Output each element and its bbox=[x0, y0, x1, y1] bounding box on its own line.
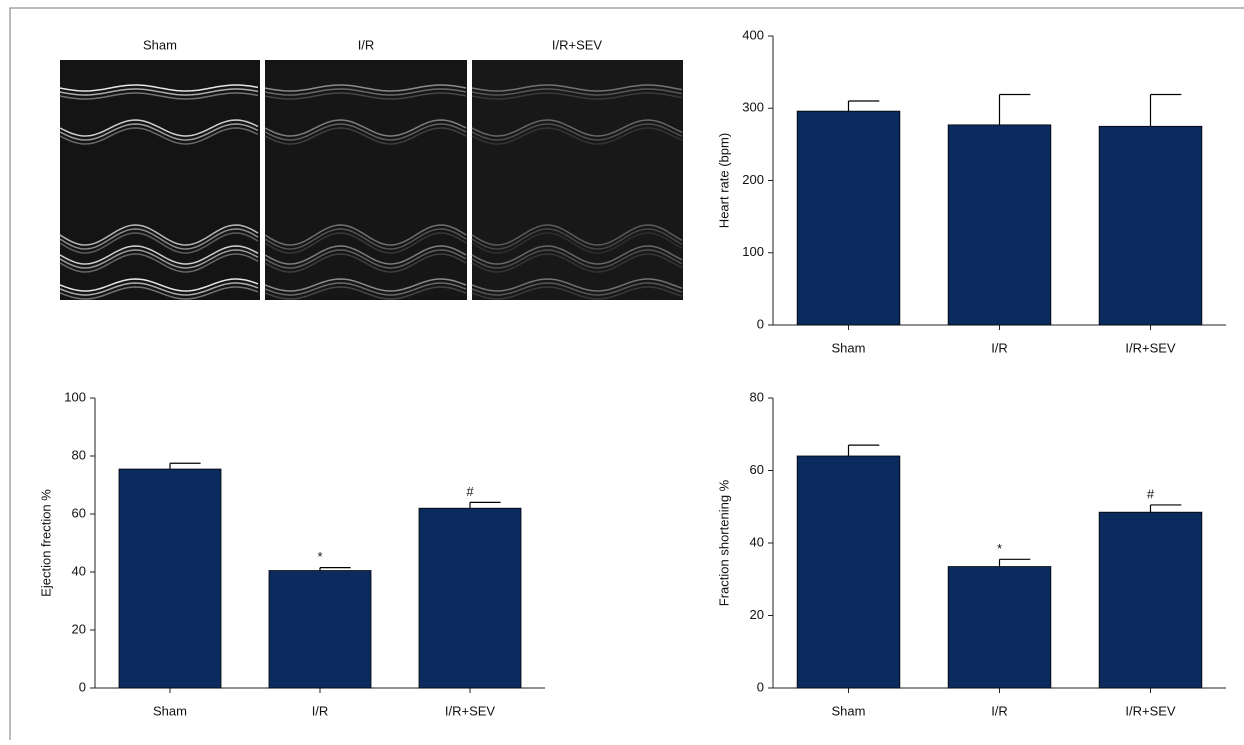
y-tick-label: 0 bbox=[757, 316, 764, 331]
y-tick-label: 20 bbox=[72, 621, 86, 636]
y-axis-title: Fraction shortening % bbox=[716, 479, 731, 606]
bar bbox=[419, 508, 521, 688]
y-tick-label: 60 bbox=[72, 505, 86, 520]
y-tick-label: 300 bbox=[742, 100, 764, 115]
y-tick-label: 20 bbox=[750, 607, 764, 622]
echo-image bbox=[472, 60, 683, 300]
x-tick-label: I/R+SEV bbox=[1125, 340, 1176, 355]
bar bbox=[269, 571, 371, 688]
x-tick-label: I/R bbox=[991, 703, 1008, 718]
y-tick-label: 80 bbox=[72, 447, 86, 462]
image-label: I/R+SEV bbox=[552, 37, 603, 52]
x-tick-label: I/R+SEV bbox=[1125, 703, 1176, 718]
annotation: # bbox=[466, 484, 474, 499]
x-tick-label: I/R bbox=[991, 340, 1008, 355]
bar bbox=[1099, 126, 1202, 325]
x-tick-label: Sham bbox=[153, 703, 187, 718]
x-tick-label: Sham bbox=[832, 703, 866, 718]
x-tick-label: I/R bbox=[312, 703, 329, 718]
error-bar bbox=[1151, 95, 1182, 127]
annotation: * bbox=[317, 549, 322, 564]
y-tick-label: 200 bbox=[742, 172, 764, 187]
annotation: * bbox=[997, 541, 1002, 556]
y-tick-label: 40 bbox=[750, 534, 764, 549]
bar bbox=[948, 125, 1051, 325]
echo-images: Sham I/R I/R+SEV bbox=[60, 37, 683, 300]
y-tick-label: 0 bbox=[757, 679, 764, 694]
y-tick-label: 40 bbox=[72, 563, 86, 578]
bar bbox=[1099, 512, 1202, 688]
error-bar bbox=[170, 463, 201, 469]
y-tick-label: 100 bbox=[64, 389, 86, 404]
y-axis-title: Ejection frection % bbox=[38, 489, 53, 597]
y-tick-label: 0 bbox=[79, 679, 86, 694]
error-bar bbox=[1000, 559, 1031, 566]
bar bbox=[797, 456, 900, 688]
y-tick-label: 400 bbox=[742, 27, 764, 42]
error-bar bbox=[849, 445, 880, 456]
annotation: # bbox=[1147, 486, 1155, 501]
y-tick-label: 80 bbox=[750, 389, 764, 404]
image-label: Sham bbox=[143, 37, 177, 52]
y-axis-title: Heart rate (bpm) bbox=[716, 133, 731, 228]
x-tick-label: Sham bbox=[832, 340, 866, 355]
error-bar bbox=[849, 101, 880, 111]
y-tick-label: 60 bbox=[750, 462, 764, 477]
bar bbox=[119, 469, 221, 688]
error-bar bbox=[1000, 95, 1031, 125]
bar bbox=[948, 567, 1051, 688]
error-bar bbox=[1151, 505, 1182, 512]
image-label: I/R bbox=[358, 37, 375, 52]
bar bbox=[797, 111, 900, 325]
error-bar bbox=[320, 568, 351, 571]
x-tick-label: I/R+SEV bbox=[445, 703, 496, 718]
figure: Sham I/R I/R+SEV 0100200300400Heart rate… bbox=[0, 0, 1244, 740]
y-tick-label: 100 bbox=[742, 244, 764, 259]
error-bar bbox=[470, 502, 501, 508]
